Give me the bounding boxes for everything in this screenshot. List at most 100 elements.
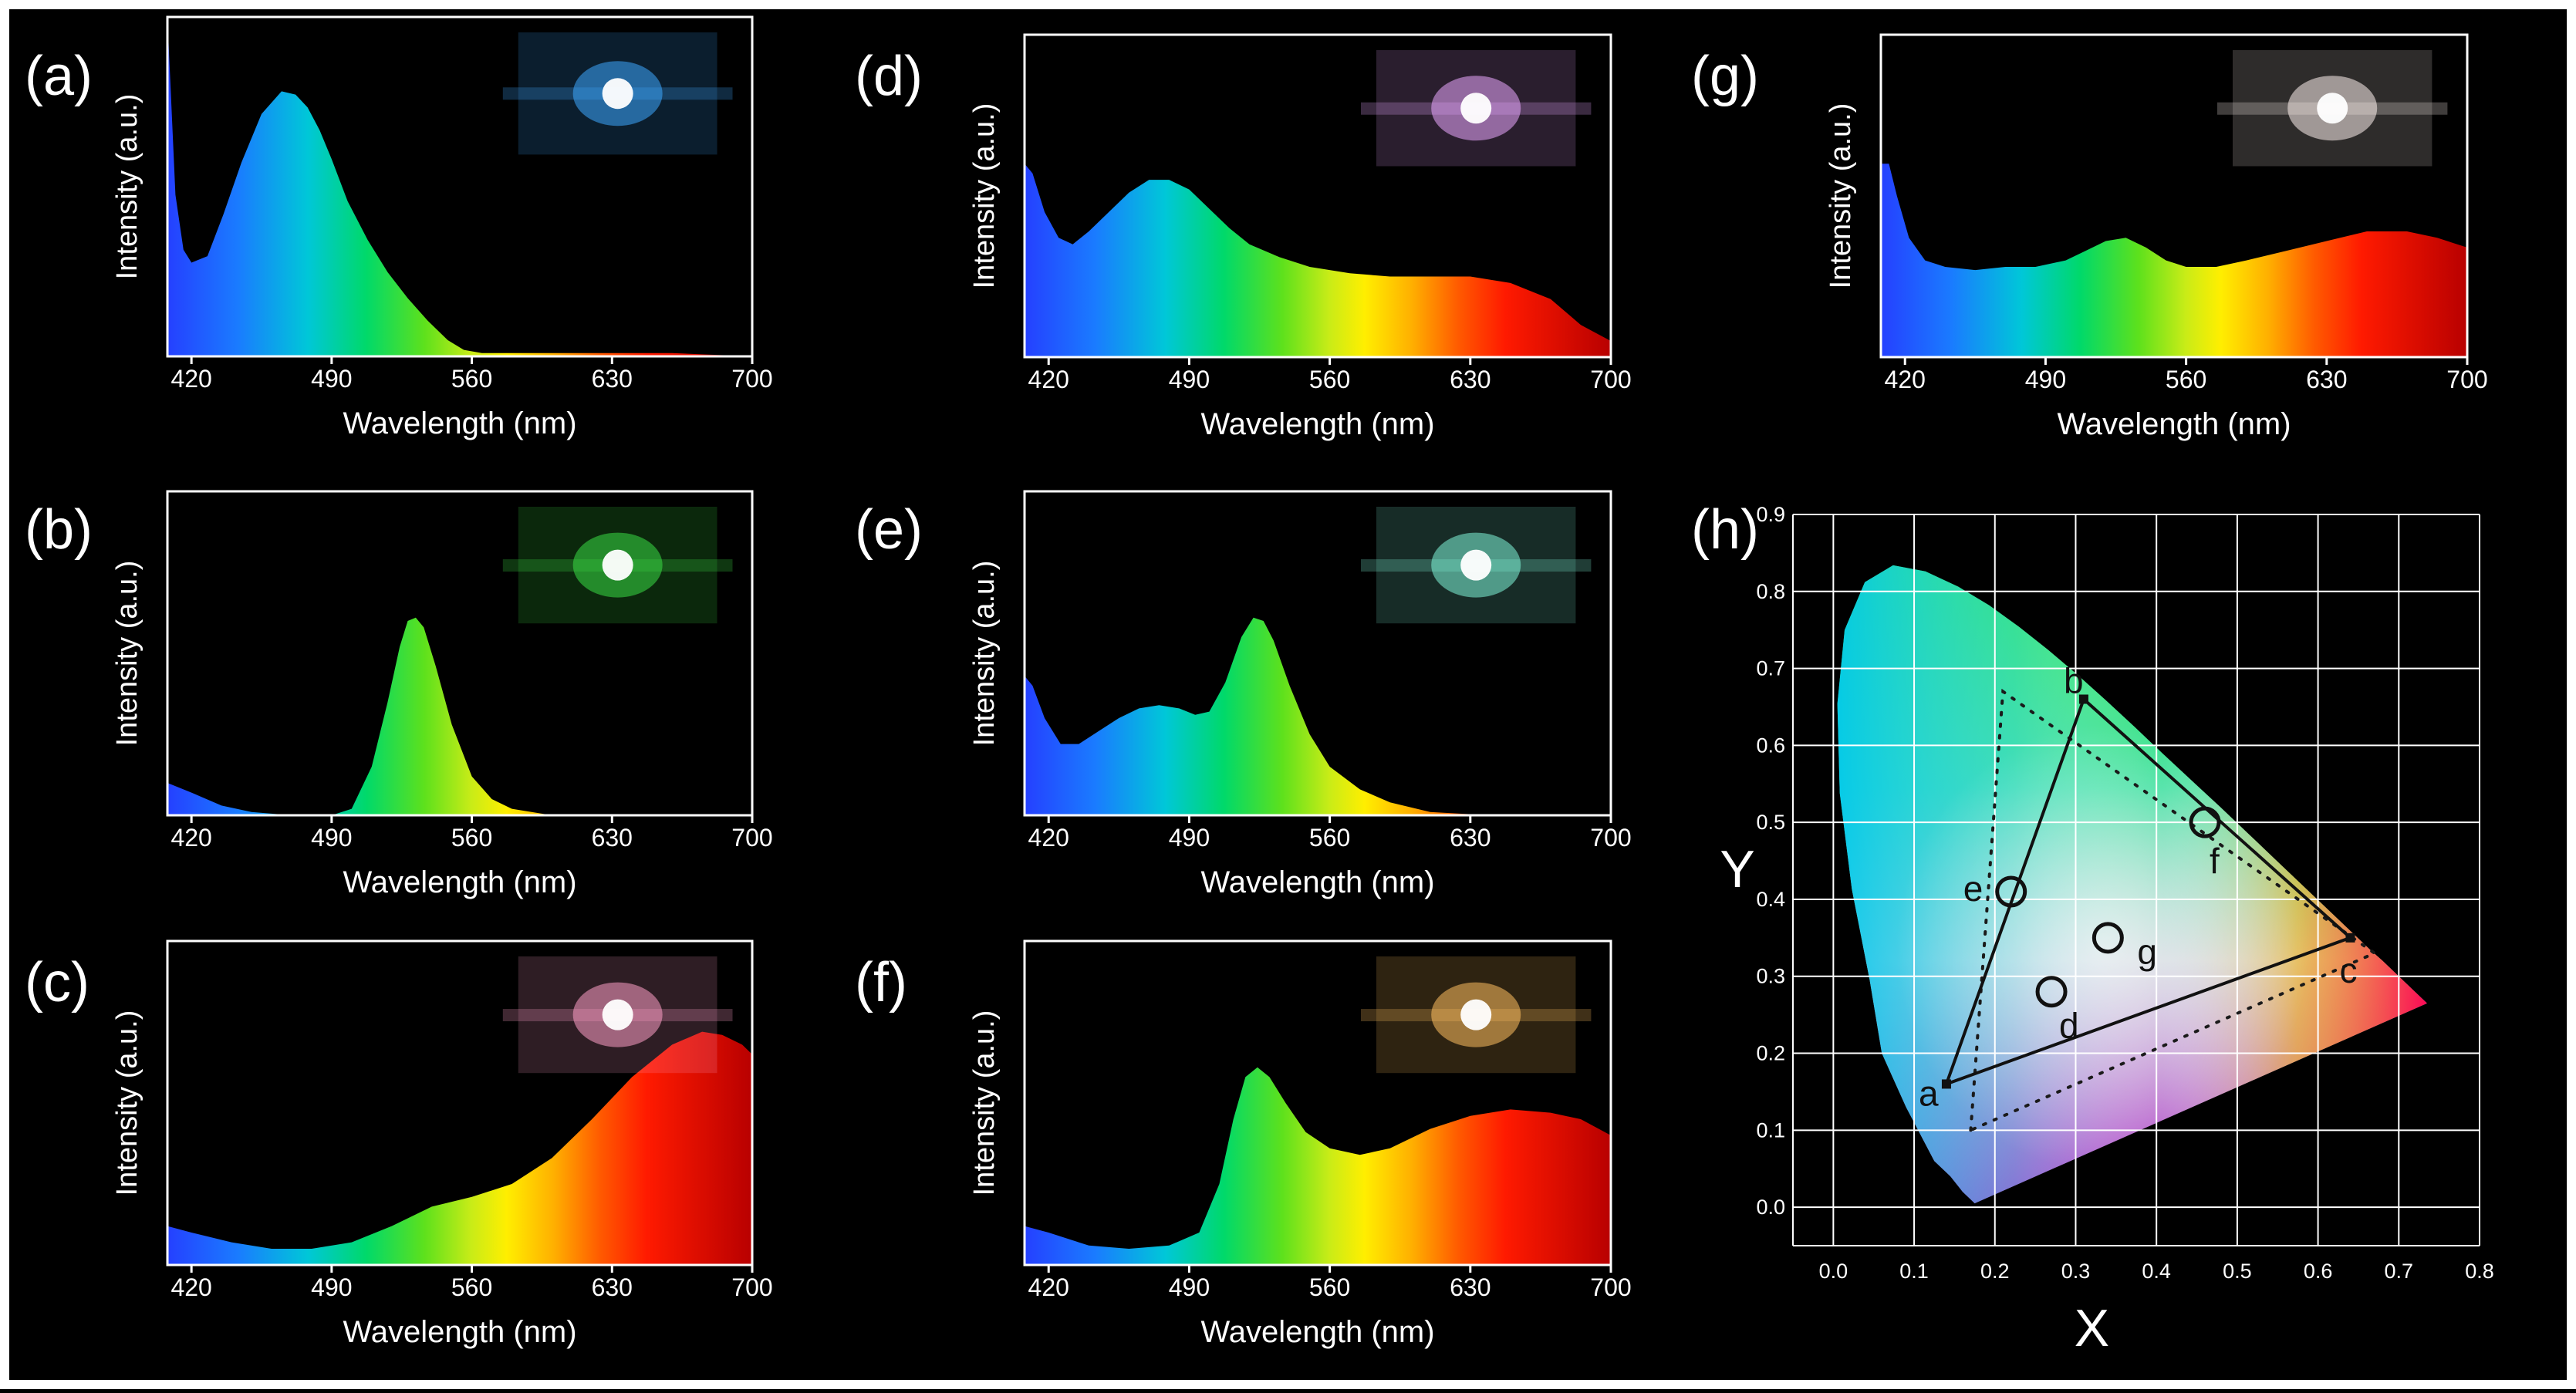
- y-axis-label: Intensity (a.u.): [1825, 103, 1857, 289]
- y-axis-label: Intensity (a.u.): [968, 103, 1001, 289]
- x-tick-label: 630: [2306, 366, 2347, 393]
- x-tick-label: 630: [592, 824, 633, 852]
- spectrum-area-f: [1025, 1067, 1611, 1265]
- spectrum-area-g: [1881, 164, 2467, 357]
- spectrum-panel-a: 420 490 560 630 700 Wavelength (nm) Intensity …: [25, 15, 773, 440]
- y-axis-label: Intensity (a.u.): [111, 94, 143, 280]
- y-axis-label: Intensity (a.u.): [111, 1010, 143, 1196]
- x-tick-label: 560: [1309, 366, 1350, 393]
- cie-y-axis-label: Y: [1720, 840, 1754, 899]
- cie-gamut-white: [1837, 565, 2427, 1204]
- x-tick-label: 420: [170, 1273, 211, 1301]
- device-photo-d: [1361, 50, 1592, 167]
- device-photo-a: [502, 32, 733, 155]
- spectrum-area-e: [1025, 617, 1611, 815]
- x-tick-label: 700: [1590, 366, 1631, 393]
- cie-point-label-g: g: [2137, 932, 2157, 972]
- spectrum-panel-f: 420 490 560 630 700 Wavelength (nm) Intensity …: [855, 939, 1632, 1349]
- cie-panel: 0.0 0.1 0.2 0.3 0.4 0.5 0.6 0.7 0.8 0.0 0.1 0.2 0.3 0…: [1691, 499, 2494, 1358]
- x-tick-label: 490: [1169, 366, 1210, 393]
- cie-vertex-label-c: c: [2339, 950, 2357, 990]
- panel-label: (c): [25, 952, 89, 1014]
- device-photo-hotspot: [2317, 93, 2348, 124]
- plot-frame-b: [166, 490, 754, 817]
- cie-y-tick-label: 0.7: [1756, 657, 1785, 680]
- device-photo-b: [502, 507, 733, 624]
- spectrum-panel-b: 420 490 560 630 700 Wavelength (nm) Intensity …: [25, 490, 773, 899]
- cie-vertex-c: [2345, 933, 2355, 943]
- x-tick-label: 560: [451, 1273, 492, 1301]
- x-tick-label: 700: [1590, 1273, 1631, 1301]
- panel-label: (d): [855, 46, 923, 107]
- x-tick-label: 420: [1028, 824, 1069, 852]
- spectrum-panel-g: 420 490 560 630 700 Wavelength (nm) Intensity …: [1691, 33, 2488, 441]
- cie-x-tick-label: 0.8: [2465, 1260, 2494, 1283]
- x-tick-label: 560: [451, 365, 492, 393]
- x-tick-label: 490: [2025, 366, 2066, 393]
- x-tick-label: 700: [731, 1273, 772, 1301]
- y-axis-label: Intensity (a.u.): [968, 561, 1001, 747]
- cie-reference-triangle: [1969, 688, 2378, 1133]
- cie-x-tick-label: 0.0: [1819, 1260, 1848, 1283]
- cie-point-label-f: f: [2210, 841, 2220, 881]
- device-photo-hotspot: [602, 549, 633, 581]
- panel-label: (g): [1691, 46, 1759, 107]
- device-photo-hotspot: [1460, 93, 1492, 124]
- x-tick-label: 700: [731, 824, 772, 852]
- cie-x-tick-label: 0.7: [2385, 1260, 2414, 1283]
- x-tick-label: 700: [1590, 824, 1631, 852]
- plot-frame-a: [166, 15, 754, 358]
- panel-label: (a): [25, 46, 93, 107]
- device-photo-hotspot: [1460, 549, 1492, 581]
- y-axis-label: Intensity (a.u.): [968, 1010, 1001, 1196]
- panel-label: (h): [1691, 499, 1759, 561]
- cie-x-tick-label: 0.6: [2304, 1260, 2333, 1283]
- x-tick-label: 630: [592, 1273, 633, 1301]
- device-photo-g: [2217, 50, 2448, 167]
- cie-vertex-b: [2078, 694, 2088, 704]
- spectrum-panel-d: 420 490 560 630 700 Wavelength (nm) Intensity …: [855, 33, 1632, 441]
- x-axis-label: Wavelength (nm): [1200, 407, 1434, 441]
- cie-point-label-d: d: [2059, 1006, 2079, 1046]
- x-tick-label: 420: [1028, 366, 1069, 393]
- x-tick-label: 630: [1450, 366, 1491, 393]
- cie-x-axis-label: X: [2075, 1299, 2109, 1358]
- plot-frame-d: [1023, 33, 1612, 359]
- x-axis-label: Wavelength (nm): [1200, 865, 1434, 899]
- spectrum-panel-e: 420 490 560 630 700 Wavelength (nm) Intensity …: [855, 490, 1632, 899]
- plot-frame-f: [1023, 939, 1612, 1267]
- device-photo-hotspot: [602, 78, 633, 110]
- x-tick-label: 560: [2166, 366, 2206, 393]
- x-tick-label: 700: [2446, 366, 2487, 393]
- spectrum-area-c: [167, 1031, 752, 1265]
- cie-y-tick-label: 0.5: [1756, 811, 1785, 834]
- cie-y-tick-label: 0.9: [1756, 503, 1785, 526]
- x-axis-label: Wavelength (nm): [343, 865, 576, 899]
- x-tick-label: 630: [1450, 824, 1491, 852]
- x-tick-label: 420: [170, 365, 211, 393]
- spectrum-area-d: [1025, 164, 1611, 357]
- x-tick-label: 490: [311, 365, 352, 393]
- x-axis-label: Wavelength (nm): [1200, 1315, 1434, 1349]
- cie-vertex-label-a: a: [1919, 1073, 1939, 1113]
- cie-y-tick-label: 0.2: [1756, 1042, 1785, 1065]
- cie-vertex-label-b: b: [2064, 660, 2084, 700]
- cie-point-label-e: e: [1963, 869, 1983, 909]
- spectrum-panel-c: 420 490 560 630 700 Wavelength (nm) Intensity …: [25, 939, 773, 1349]
- cie-x-tick-label: 0.5: [2223, 1260, 2252, 1283]
- device-photo-hotspot: [602, 999, 633, 1030]
- x-tick-label: 700: [731, 365, 772, 393]
- x-tick-label: 490: [1169, 824, 1210, 852]
- device-photo-f: [1361, 956, 1592, 1074]
- x-tick-label: 490: [311, 1273, 352, 1301]
- cie-point-f: [2189, 806, 2221, 838]
- cie-y-tick-label: 0.3: [1756, 965, 1785, 988]
- x-axis-label: Wavelength (nm): [343, 1315, 576, 1349]
- cie-y-tick-label: 0.6: [1756, 734, 1785, 757]
- x-axis-label: Wavelength (nm): [2057, 407, 2291, 441]
- x-tick-label: 630: [1450, 1273, 1491, 1301]
- cie-point-d: [2035, 976, 2068, 1008]
